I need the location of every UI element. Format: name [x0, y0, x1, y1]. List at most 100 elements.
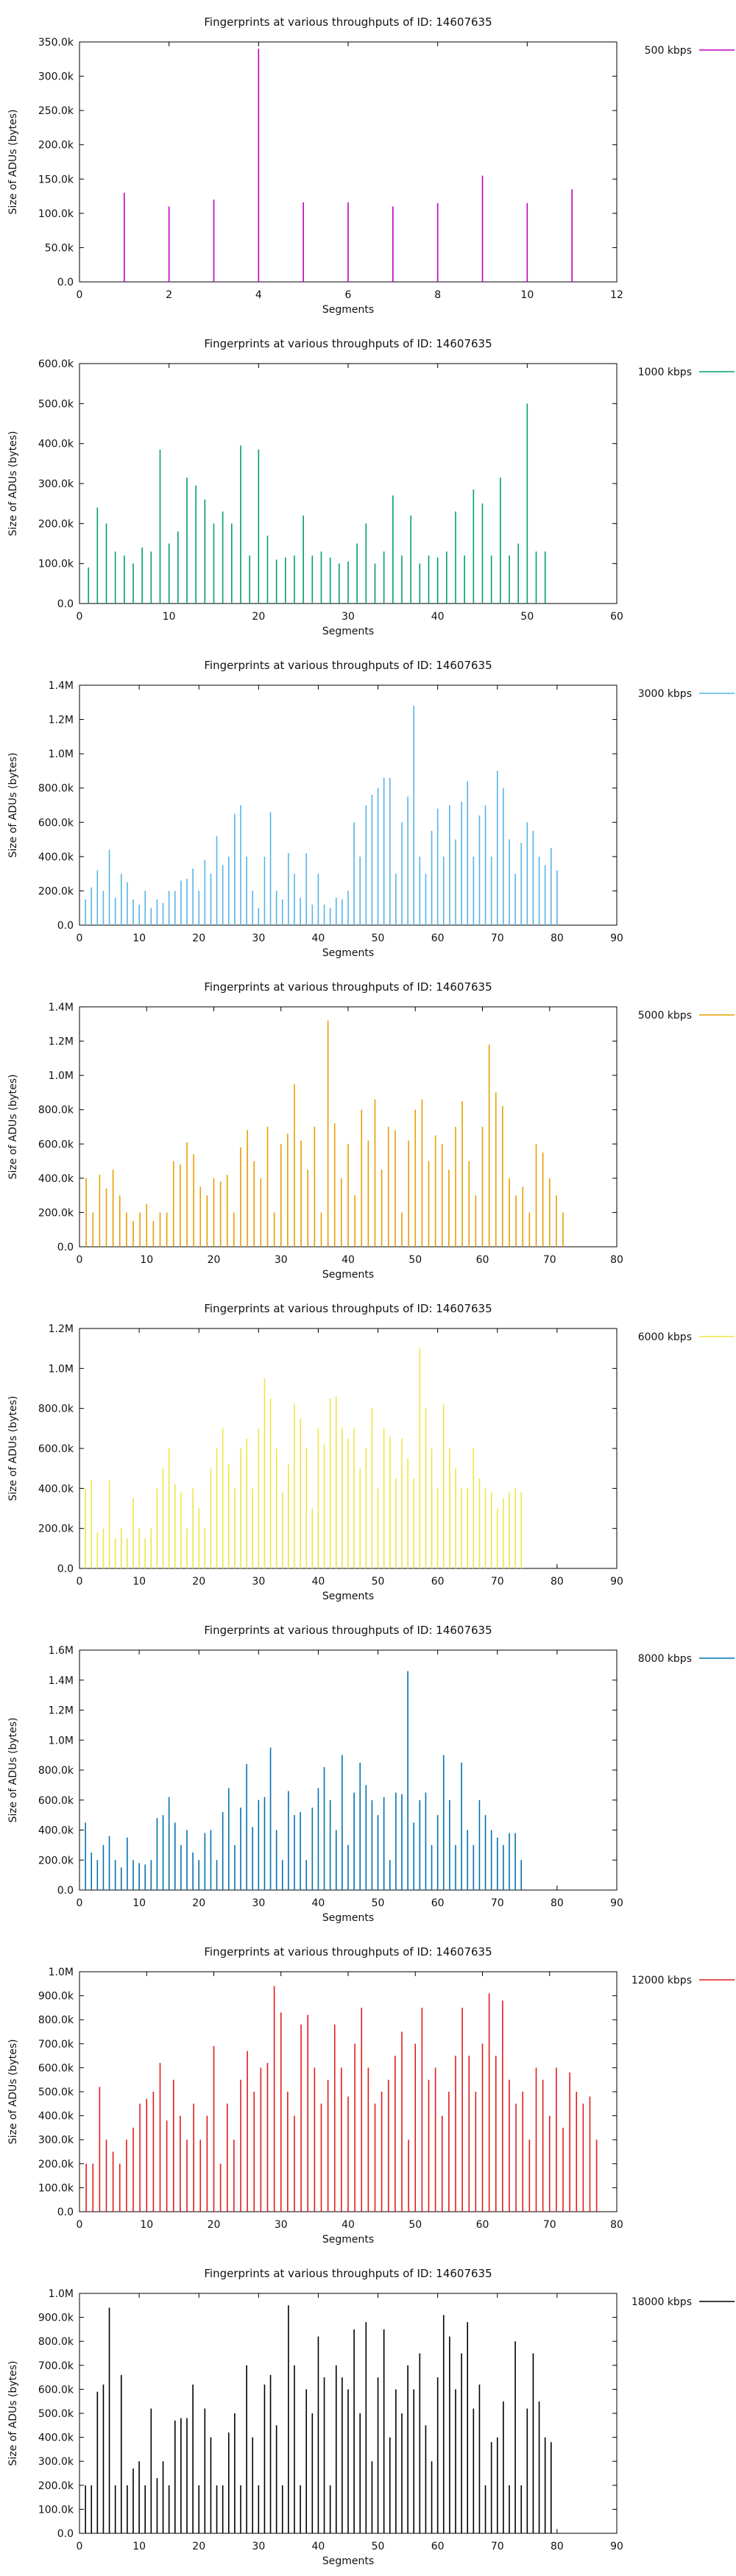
y-axis-label: Size of ADUs (bytes) [7, 1718, 19, 1823]
x-tick-label: 50 [520, 611, 534, 623]
x-tick-label: 60 [431, 1576, 445, 1588]
x-tick-label: 10 [132, 2541, 146, 2552]
x-axis-label: Segments [322, 947, 374, 959]
x-tick-label: 90 [610, 933, 623, 944]
legend-label: 6000 kbps [638, 1331, 692, 1343]
x-tick-label: 40 [431, 611, 445, 623]
x-tick-label: 80 [610, 2219, 623, 2231]
y-tick-label: 200.0k [38, 885, 74, 897]
chart-panel: Fingerprints at various throughputs of I… [0, 1608, 736, 1930]
y-tick-label: 0.0 [57, 920, 74, 932]
y-tick-label: 900.0k [38, 2313, 74, 2324]
x-tick-label: 0 [77, 289, 83, 301]
y-tick-label: 250.0k [38, 105, 74, 117]
chart-panel: Fingerprints at various throughputs of I… [0, 0, 736, 322]
x-tick-label: 30 [252, 1576, 265, 1588]
y-tick-label: 400.0k [38, 2432, 74, 2444]
y-tick-label: 800.0k [38, 2336, 74, 2348]
y-tick-label: 200.0k [38, 1524, 74, 1535]
x-tick-label: 20 [192, 2541, 205, 2552]
y-tick-label: 50.0k [45, 242, 74, 254]
y-tick-label: 800.0k [38, 1765, 74, 1777]
x-tick-label: 10 [132, 1897, 146, 1909]
x-tick-label: 80 [551, 1897, 564, 1909]
y-tick-label: 500.0k [38, 2087, 74, 2098]
x-tick-label: 30 [342, 611, 355, 623]
x-axis-label: Segments [322, 626, 374, 637]
y-tick-label: 300.0k [38, 2134, 74, 2146]
x-tick-label: 0 [77, 1897, 83, 1909]
bar-chart: Fingerprints at various throughputs of I… [7, 1624, 735, 1924]
bar-chart: Fingerprints at various throughputs of I… [7, 15, 735, 316]
y-tick-label: 500.0k [38, 398, 74, 410]
y-tick-label: 400.0k [38, 1173, 74, 1185]
x-tick-label: 10 [140, 1254, 153, 1266]
y-tick-label: 0.0 [57, 1885, 74, 1897]
y-tick-label: 800.0k [38, 1105, 74, 1117]
x-tick-label: 0 [77, 1254, 83, 1266]
chart-panel: Fingerprints at various throughputs of I… [0, 643, 736, 965]
x-tick-label: 20 [192, 933, 205, 944]
y-tick-label: 600.0k [38, 2062, 74, 2074]
x-tick-label: 90 [610, 2541, 623, 2552]
y-tick-label: 200.0k [38, 2159, 74, 2170]
x-tick-label: 40 [312, 933, 325, 944]
y-tick-label: 900.0k [38, 1991, 74, 2003]
x-tick-label: 70 [543, 2219, 556, 2231]
y-tick-label: 1.0M [49, 2288, 74, 2300]
y-tick-label: 1.0M [49, 1363, 74, 1375]
bar-chart: Fingerprints at various throughputs of I… [7, 1302, 735, 1602]
y-tick-label: 200.0k [38, 1855, 74, 1866]
chart-panel: Fingerprints at various throughputs of I… [0, 1287, 736, 1608]
y-tick-label: 200.0k [38, 2480, 74, 2492]
legend-label: 3000 kbps [638, 688, 692, 700]
x-tick-label: 80 [610, 1254, 623, 1266]
x-tick-label: 60 [431, 1897, 445, 1909]
x-tick-label: 10 [140, 2219, 153, 2231]
bar-chart: Fingerprints at various throughputs of I… [7, 659, 735, 959]
legend-label: 8000 kbps [638, 1653, 692, 1665]
y-tick-label: 400.0k [38, 1483, 74, 1495]
y-tick-label: 1.4M [49, 1002, 74, 1013]
y-tick-label: 400.0k [38, 2111, 74, 2123]
x-tick-label: 12 [610, 289, 623, 301]
x-tick-label: 80 [551, 1576, 564, 1588]
x-tick-label: 6 [345, 289, 352, 301]
y-tick-label: 600.0k [38, 1795, 74, 1807]
x-tick-label: 50 [372, 1897, 385, 1909]
x-tick-label: 20 [252, 611, 265, 623]
y-tick-label: 600.0k [38, 817, 74, 829]
x-tick-label: 10 [163, 611, 176, 623]
x-tick-label: 40 [342, 2219, 355, 2231]
x-tick-label: 80 [551, 933, 564, 944]
x-tick-label: 8 [434, 289, 441, 301]
y-tick-label: 1.2M [49, 1036, 74, 1048]
chart-title: Fingerprints at various throughputs of I… [204, 659, 492, 672]
y-tick-label: 600.0k [38, 2384, 74, 2396]
x-tick-label: 30 [275, 2219, 288, 2231]
chart-title: Fingerprints at various throughputs of I… [204, 337, 492, 350]
y-tick-label: 1.4M [49, 1675, 74, 1687]
x-tick-label: 70 [491, 1897, 504, 1909]
x-tick-label: 40 [342, 1254, 355, 1266]
x-axis-label: Segments [322, 2555, 374, 2567]
x-tick-label: 4 [255, 289, 262, 301]
x-tick-label: 60 [431, 2541, 445, 2552]
plot-frame [79, 684, 618, 926]
y-tick-label: 1.6M [49, 1645, 74, 1657]
bar-chart: Fingerprints at various throughputs of I… [7, 2267, 735, 2567]
x-tick-label: 2 [166, 289, 172, 301]
legend-label: 5000 kbps [638, 1010, 692, 1022]
legend-label: 12000 kbps [631, 1975, 692, 1986]
y-axis-label: Size of ADUs (bytes) [7, 2361, 19, 2466]
x-tick-label: 0 [77, 2541, 83, 2552]
chart-panel: Fingerprints at various throughputs of I… [0, 965, 736, 1287]
y-tick-label: 100.0k [38, 2504, 74, 2516]
y-tick-label: 200.0k [38, 140, 74, 152]
chart-panel: Fingerprints at various throughputs of I… [0, 2251, 736, 2573]
x-tick-label: 30 [252, 933, 265, 944]
x-tick-label: 0 [77, 933, 83, 944]
y-tick-label: 800.0k [38, 1404, 74, 1415]
chart-title: Fingerprints at various throughputs of I… [204, 1624, 492, 1637]
